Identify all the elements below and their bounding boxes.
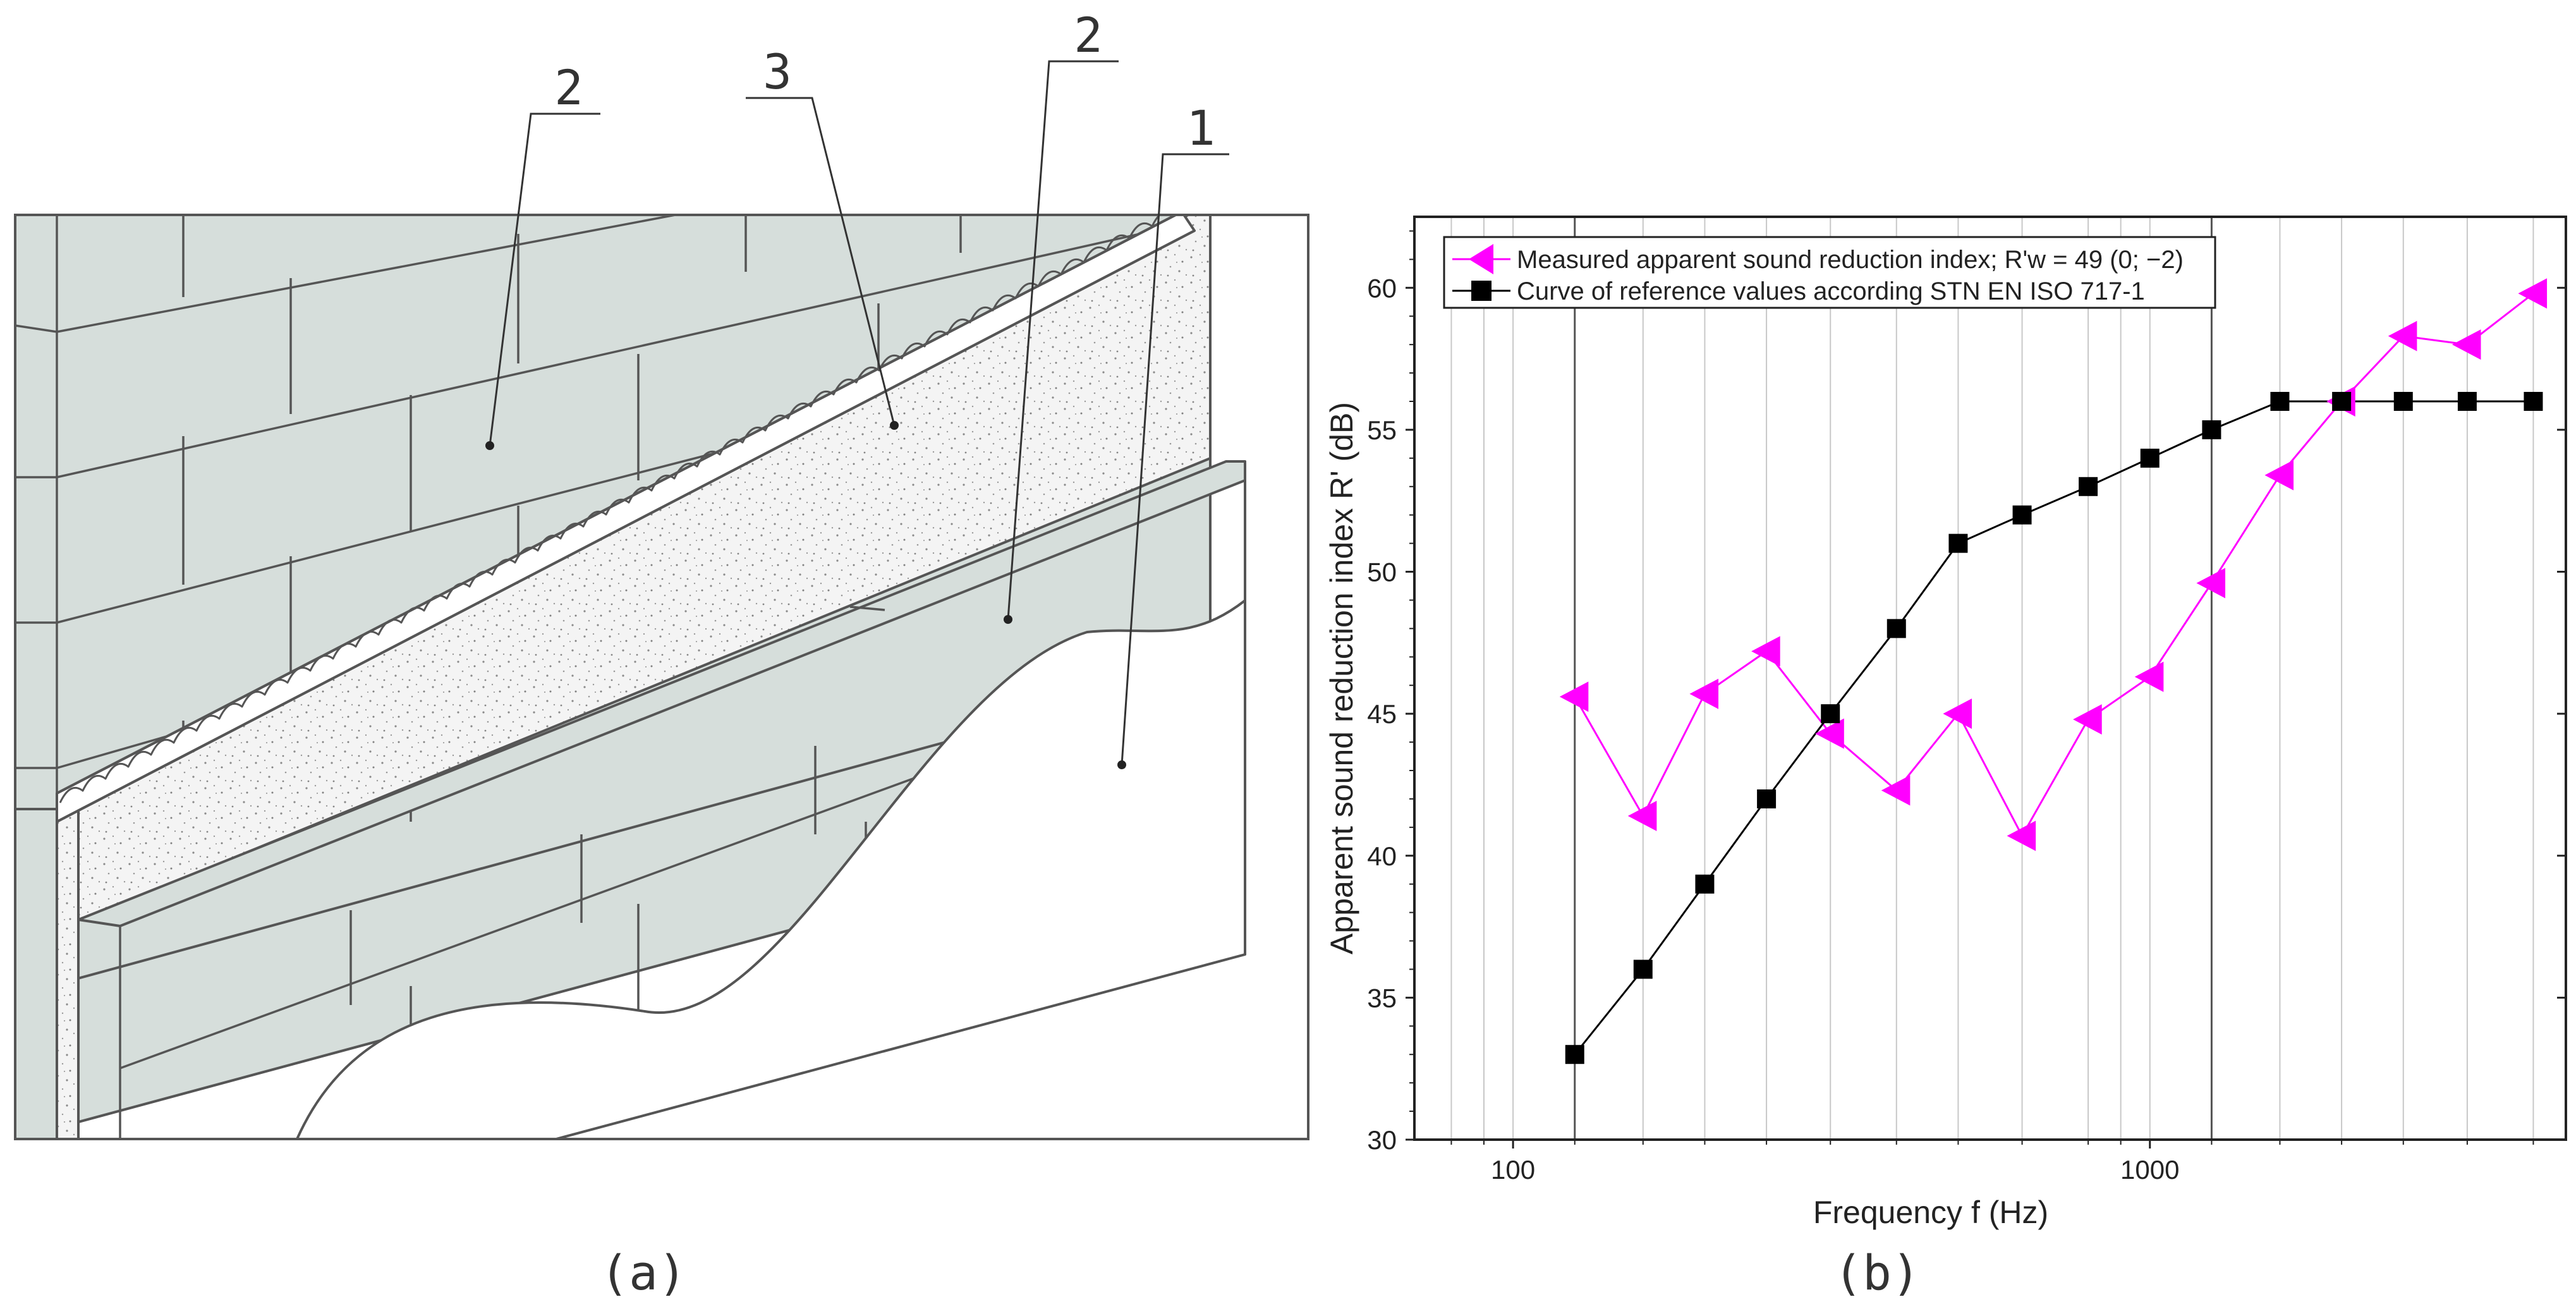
legend-label-measured: Measured apparent sound reduction index;… (1517, 246, 2184, 274)
reference-point (1565, 1045, 1584, 1064)
measured-point (1881, 775, 1911, 806)
measured-point (2073, 704, 2102, 735)
reference-point (2332, 392, 2352, 411)
measured-point (2451, 329, 2481, 360)
reference-point (2202, 420, 2221, 439)
caption-b: (b) (1833, 1245, 1920, 1301)
legend-box (1443, 236, 2216, 309)
callout-leader-3 (746, 97, 896, 426)
measured-point (1815, 718, 1844, 749)
legend-marker-triangle (1469, 244, 1493, 274)
reference-point (2140, 448, 2160, 468)
reference-point (1821, 704, 1840, 724)
callouts (489, 60, 1229, 765)
reference-point (2012, 505, 2032, 525)
callout-dot (1117, 760, 1126, 769)
y-tick-label: 60 (1367, 273, 1397, 303)
measured-point (2196, 568, 2226, 599)
x-major-lines (1574, 217, 2213, 1140)
reference-point (2457, 392, 2477, 411)
mineral-wool-strip (56, 215, 1196, 823)
x-axis-title: Frequency f (Hz) (1813, 1195, 2048, 1230)
callout-dot (1004, 615, 1012, 624)
reference-series-markers (1565, 392, 2543, 1064)
measured-point (1751, 636, 1780, 667)
reference-point (1633, 960, 1653, 979)
y-axis-ticks: 30 35 40 45 50 55 60 (1367, 230, 2566, 1155)
measured-point (1689, 678, 1719, 709)
callout-dot (485, 441, 494, 450)
callout-leader-2b (1007, 60, 1119, 620)
wall-construction-drawing: 2 3 2 1 (a) (14, 7, 1309, 1301)
plaster-layer (296, 599, 1246, 1139)
reference-point (1886, 619, 1906, 638)
callout-label: 1 (1186, 100, 1215, 156)
measured-point (2264, 460, 2294, 490)
legend-label-reference: Curve of reference values according STN … (1517, 277, 2145, 305)
reference-point (2393, 392, 2413, 411)
callout-leader-2a (489, 113, 600, 446)
callout-label: 2 (554, 59, 583, 116)
y-axis-title: Apparent sound reduction index R' (dB) (1324, 402, 1359, 954)
measured-point (1627, 800, 1657, 831)
legend-marker-square (1471, 281, 1492, 301)
y-tick-label: 45 (1367, 699, 1397, 729)
callout-label: 2 (1074, 7, 1103, 63)
y-tick-label: 30 (1367, 1125, 1397, 1155)
reference-point (1948, 533, 1968, 553)
callout-dot (890, 421, 899, 430)
x-tick-label: 1000 (2120, 1155, 2179, 1185)
measured-point (1943, 698, 1972, 729)
y-tick-label: 40 (1367, 841, 1397, 871)
measured-point (2518, 278, 2548, 309)
x-minor-gridlines (1450, 217, 2534, 1140)
measured-series-markers (1559, 278, 2548, 851)
measured-point (1559, 681, 1589, 712)
reference-point (1695, 874, 1715, 894)
callout-label: 3 (763, 44, 792, 100)
reference-point (1757, 789, 1777, 808)
reference-point (2079, 477, 2098, 496)
y-tick-label: 50 (1367, 557, 1397, 587)
measured-series-line (1574, 293, 2534, 838)
plot-frame (1413, 216, 2567, 1141)
reference-point (2270, 392, 2290, 411)
measured-point (2388, 320, 2417, 351)
measured-point (2134, 661, 2164, 692)
x-tick-label: 100 (1491, 1155, 1535, 1185)
y-tick-label: 55 (1367, 415, 1397, 445)
measured-point (2007, 820, 2036, 851)
reference-point (2524, 392, 2543, 411)
insulation-front-edge (56, 805, 80, 1139)
y-tick-label: 35 (1367, 983, 1397, 1013)
callout-leader-1 (1121, 153, 1229, 765)
reference-series-line (1574, 400, 2534, 1056)
x-axis-ticks: 100 1000 (1450, 1140, 2534, 1185)
caption-a: (a) (600, 1245, 686, 1301)
legend: Measured apparent sound reduction index;… (1443, 236, 2216, 309)
